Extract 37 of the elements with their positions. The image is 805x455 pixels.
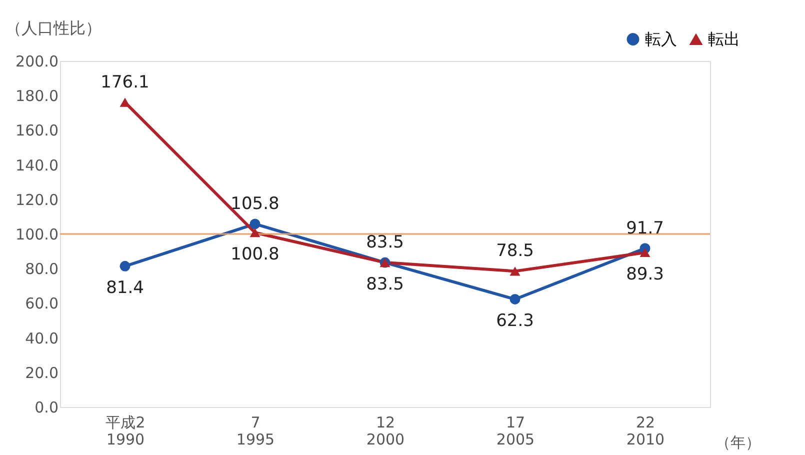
- legend-label: 転入: [645, 29, 677, 48]
- x-axis-title: （年）: [716, 434, 760, 452]
- point: [510, 266, 520, 276]
- point: [120, 260, 130, 272]
- data-label: 83.5: [366, 274, 404, 295]
- point: [640, 248, 650, 258]
- y-tick-label: 20.0: [25, 364, 58, 382]
- data-label: 83.5: [366, 232, 404, 253]
- data-label: 62.3: [496, 311, 534, 332]
- point: [120, 98, 130, 107]
- y-tick-label: 140.0: [16, 156, 58, 174]
- point: [250, 218, 260, 230]
- y-tick-label: 0.0: [34, 398, 58, 416]
- data-label: 105.8: [230, 194, 280, 214]
- x-tick-label: 22 2010: [626, 414, 665, 448]
- point: [510, 294, 520, 304]
- y-tick-label: 200.0: [16, 52, 58, 70]
- data-label: 100.8: [230, 244, 280, 265]
- data-label: 81.4: [106, 278, 144, 298]
- legend-label: 転出: [708, 30, 740, 48]
- y-tick-label: 40.0: [25, 329, 58, 348]
- y-tick-label: 180.0: [16, 87, 58, 106]
- point: [250, 228, 260, 238]
- y-tick-label: 120.0: [16, 190, 58, 209]
- y-tick-label: 160.0: [16, 122, 58, 140]
- x-tick-label: 17 2005: [496, 414, 535, 448]
- data-label: 78.5: [496, 241, 534, 262]
- data-label: 89.3: [626, 264, 664, 285]
- x-tick-label: 7 1995: [236, 414, 275, 448]
- x-tick-label: 12 2000: [366, 414, 405, 448]
- data-label: 91.7: [626, 218, 664, 238]
- y-axis-title: （人口性比）: [6, 18, 102, 38]
- y-tick-label: 100.0: [16, 226, 58, 244]
- y-tick-label: 80.0: [25, 260, 58, 278]
- data-label: 176.1: [100, 72, 150, 92]
- y-tick-label: 60.0: [25, 294, 58, 313]
- x-tick-label: 平成2 1990: [106, 414, 146, 448]
